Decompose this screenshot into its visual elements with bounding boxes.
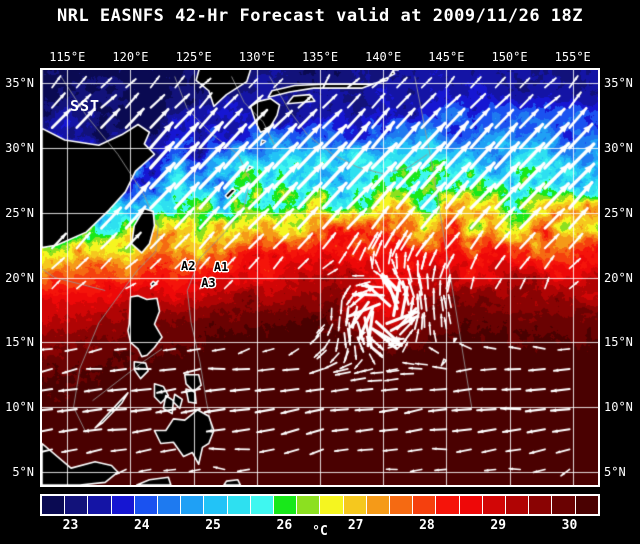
- lat-tick-right-35: 35°N: [604, 75, 633, 90]
- station-label-a1: A1: [213, 260, 229, 275]
- lat-tick-left-15: 15°N: [5, 335, 34, 350]
- colorbar-cell-6: [181, 496, 205, 514]
- colorbar-tick-23: 23: [62, 518, 79, 533]
- colorbar: [40, 494, 600, 516]
- colorbar-cell-13: [343, 496, 367, 514]
- lat-tick-right-30: 30°N: [604, 140, 633, 155]
- colorbar-cell-2: [88, 496, 112, 514]
- lat-tick-right-20: 20°N: [604, 270, 633, 285]
- colorbar-cell-16: [413, 496, 437, 514]
- colorbar-cell-19: [482, 496, 507, 514]
- lat-tick-right-10: 10°N: [604, 400, 633, 415]
- colorbar-cell-4: [134, 496, 159, 514]
- colorbar-cell-0: [42, 496, 66, 514]
- lat-tick-left-20: 20°N: [5, 270, 34, 285]
- colorbar-cell-9: [250, 496, 275, 514]
- station-label-a3: A3: [201, 275, 216, 290]
- colorbar-tick-26: 26: [276, 518, 293, 533]
- colorbar-tick-25: 25: [205, 518, 221, 533]
- colorbar-tick-24: 24: [133, 518, 150, 533]
- station-label-a2: A2: [181, 258, 196, 273]
- colorbar-cell-23: [575, 496, 598, 514]
- colorbar-cell-1: [65, 496, 89, 514]
- lat-tick-right-25: 25°N: [604, 205, 633, 220]
- lat-tick-left-30: 30°N: [5, 140, 34, 155]
- lat-tick-left-10: 10°N: [5, 400, 34, 415]
- lon-tick-120: 120°E: [112, 50, 149, 64]
- colorbar-cell-15: [390, 496, 414, 514]
- colorbar-cell-7: [204, 496, 228, 514]
- lon-tick-140: 140°E: [365, 50, 402, 64]
- colorbar-unit-label: °C: [312, 524, 328, 539]
- lon-tick-130: 130°E: [238, 50, 275, 64]
- colorbar-cell-8: [227, 496, 251, 514]
- lat-tick-right-5: 5°N: [604, 465, 626, 480]
- lat-tick-left-25: 25°N: [5, 205, 34, 220]
- sst-map-canvas: [42, 70, 598, 485]
- lat-tick-left-5: 5°N: [12, 465, 34, 480]
- lon-tick-135: 135°E: [301, 50, 339, 64]
- colorbar-cell-21: [529, 496, 553, 514]
- colorbar-cell-10: [274, 496, 298, 514]
- lat-tick-left-35: 35°N: [5, 75, 34, 90]
- lon-tick-155: 155°E: [554, 50, 591, 64]
- colorbar-cell-5: [158, 496, 182, 514]
- colorbar-cell-17: [436, 496, 460, 514]
- colorbar-cell-18: [459, 496, 483, 514]
- colorbar-tick-30: 30: [561, 518, 578, 533]
- colorbar-tick-28: 28: [419, 518, 435, 533]
- figure-title: NRL EASNFS 42-Hr Forecast valid at 2009/…: [56, 6, 583, 26]
- colorbar-cell-11: [297, 496, 321, 514]
- lon-tick-115: 115°E: [49, 50, 86, 64]
- colorbar-cell-22: [552, 496, 576, 514]
- field-label: SST: [70, 97, 101, 115]
- colorbar-tick-27: 27: [347, 518, 364, 533]
- lon-tick-125: 125°E: [175, 50, 212, 64]
- colorbar-tick-29: 29: [490, 518, 507, 533]
- colorbar-cell-20: [506, 496, 530, 514]
- map-plot-area: [40, 68, 600, 487]
- lon-tick-145: 145°E: [428, 50, 465, 64]
- colorbar-cell-14: [366, 496, 391, 514]
- lon-tick-150: 150°E: [491, 50, 528, 64]
- lat-tick-right-15: 15°N: [604, 335, 633, 350]
- colorbar-cell-3: [111, 496, 135, 514]
- colorbar-cell-12: [320, 496, 344, 514]
